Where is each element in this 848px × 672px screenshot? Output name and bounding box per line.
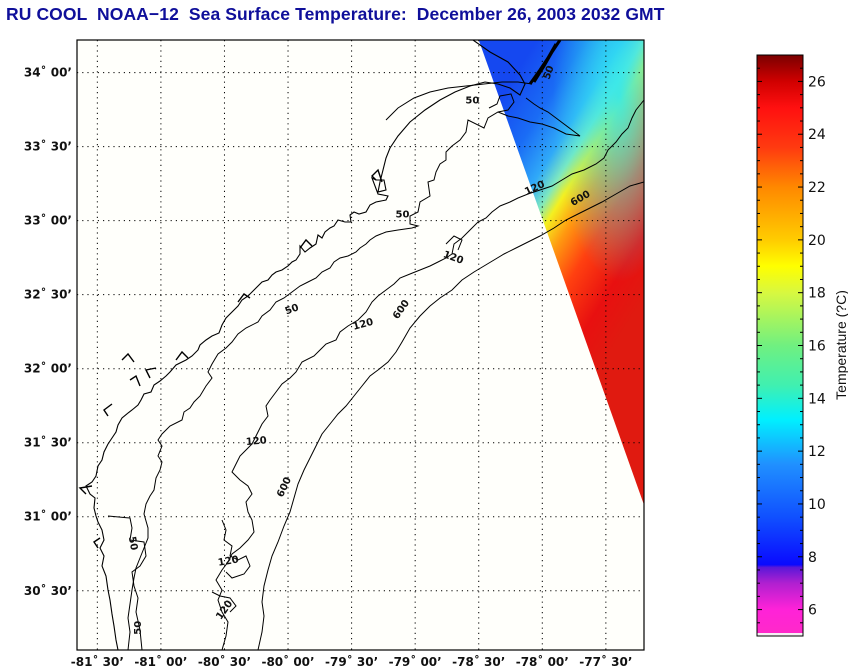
contour-120m-loops — [211, 235, 463, 613]
lat-tick-label: 31˚ 00’ — [24, 509, 72, 524]
colorbar-tick-label: 6 — [808, 603, 817, 619]
colorbar-tick-label: 10 — [808, 497, 826, 513]
colorbar-tick-label: 12 — [808, 444, 826, 460]
colorbar-tick-label: 16 — [808, 339, 826, 355]
plot-frame — [76, 39, 645, 651]
lat-tick-label: 33˚ 00’ — [24, 213, 72, 228]
contour-600m-arc — [385, 81, 533, 121]
colorbar-tick-label: 14 — [808, 391, 826, 407]
contour-600m — [257, 181, 644, 650]
contour-label-50: 50 — [133, 621, 144, 635]
coastline-islands — [78, 168, 383, 549]
longitude-axis: -81˚ 30’ -81˚ 00’ -80˚ 30’ -80˚ 00’ -79˚ 30’… — [71, 654, 633, 669]
coastline-inlet — [528, 40, 562, 85]
colorbar-bottom-strip — [757, 633, 803, 636]
lat-tick-label: 34˚ 00’ — [24, 65, 72, 80]
contour-50m-lower — [107, 515, 147, 650]
colorbar-tick-label: 22 — [808, 180, 826, 196]
lat-tick-label: 31˚ 30’ — [24, 435, 72, 450]
latitude-axis: 34˚ 00’ 33˚ 30’ 33˚ 00’ 32˚ 30’ 32˚ 00’ 31˚ 3… — [24, 65, 72, 598]
contour-label-50: 50 — [465, 96, 479, 107]
lat-tick-label: 32˚ 00’ — [24, 361, 72, 376]
lat-tick-label: 30˚ 30’ — [24, 583, 72, 598]
chart-title: RU COOL NOAA−12 Sea Surface Temperature:… — [6, 4, 665, 24]
colorbar-tick-label: 20 — [808, 233, 826, 249]
lon-tick-label: -81˚ 00’ — [134, 654, 187, 669]
contour-label-50: 50 — [284, 302, 301, 317]
lon-tick-label: -79˚ 30’ — [325, 654, 378, 669]
colorbar-tick-label: 8 — [808, 550, 817, 566]
contour-label-120: 120 — [217, 554, 240, 568]
lon-tick-label: -80˚ 30’ — [198, 654, 251, 669]
sst-swath-cyan-overlay — [478, 40, 644, 505]
contour-label-50: 50 — [126, 536, 139, 552]
contour-120m — [215, 99, 644, 650]
colorbar-ticks: 6 8 10 12 14 16 18 20 22 24 26 — [757, 54, 826, 637]
lon-tick-label: -77˚ 30’ — [579, 654, 632, 669]
colorbar-tick-label: 18 — [808, 286, 826, 302]
colorbar-title: Temperature (?C) — [833, 290, 848, 400]
colorbar-tick-label: 26 — [808, 74, 826, 90]
colorbar-tick-label: 24 — [808, 127, 826, 143]
lon-tick-label: -80˚ 00’ — [261, 654, 314, 669]
lon-tick-label: -78˚ 00’ — [516, 654, 569, 669]
lat-tick-label: 32˚ 30’ — [24, 287, 72, 302]
contour-nearshore-bay — [497, 97, 581, 137]
contour-label-50: 50 — [395, 210, 409, 221]
contour-label-50: 50 — [542, 64, 557, 81]
lon-tick-label: -81˚ 30’ — [71, 654, 124, 669]
lon-tick-label: -79˚ 00’ — [389, 654, 442, 669]
contour-label-120: 120 — [352, 317, 375, 333]
grid-lines — [77, 40, 644, 650]
contour-50m — [127, 93, 515, 650]
colorbar — [756, 54, 804, 637]
contour-label-120: 120 — [245, 435, 267, 448]
lon-tick-label: -78˚ 30’ — [452, 654, 505, 669]
lat-tick-label: 33˚ 30’ — [24, 139, 72, 154]
